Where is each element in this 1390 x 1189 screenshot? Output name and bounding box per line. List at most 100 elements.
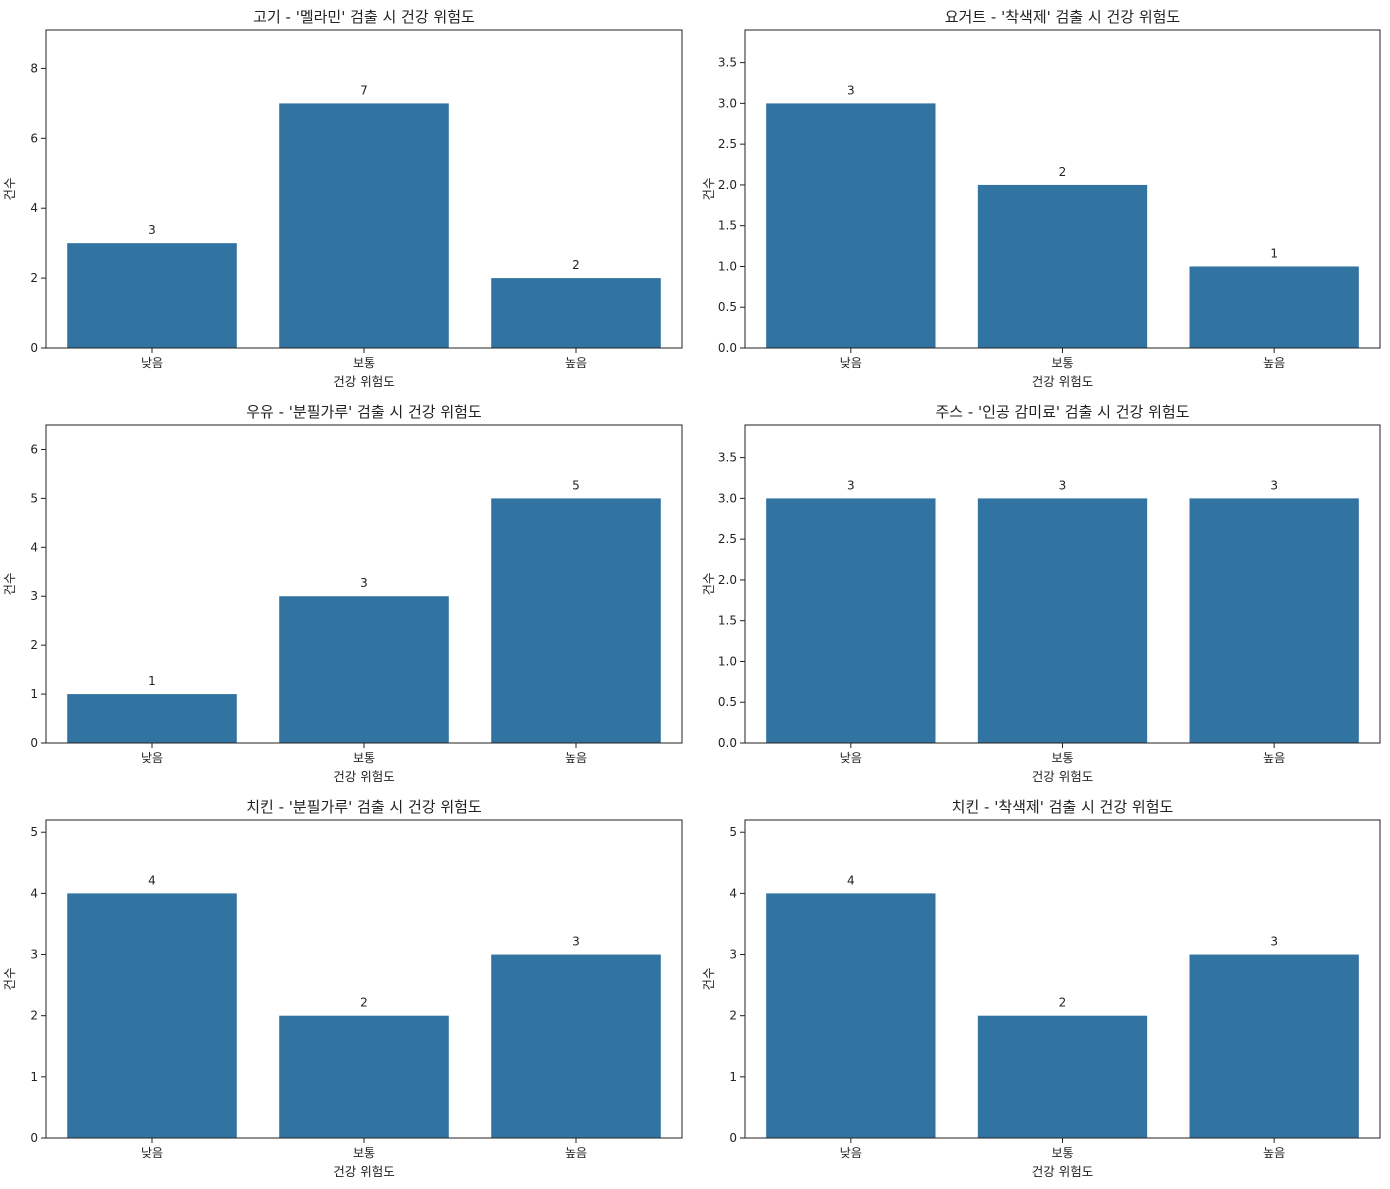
y-tick-label: 3.0 — [718, 491, 737, 505]
chart-panel-1: 고기 - '멜라민' 검출 시 건강 위험도 3 낮음 7 보통 2 높음 0 2 4 6 8 건강 위… — [2, 8, 683, 389]
chart-title: 고기 - '멜라민' 검출 시 건강 위험도 — [253, 8, 475, 26]
y-tick-label: 2.0 — [718, 178, 737, 192]
y-tick-label: 3 — [30, 948, 38, 962]
y-tick-label: 5 — [30, 825, 38, 839]
data-label: 1 — [1270, 246, 1278, 260]
data-label: 3 — [847, 83, 855, 97]
y-tick-label: 3.5 — [718, 56, 737, 70]
x-tick-label: 낮음 — [840, 356, 862, 370]
y-tick-label: 2.5 — [718, 137, 737, 151]
y-tick-label: 5 — [30, 491, 38, 505]
bar-보통 — [977, 184, 1148, 348]
y-tick-label: 4 — [30, 540, 38, 554]
x-axis-label: 건강 위험도 — [333, 1164, 394, 1179]
chart-panel-6: 치킨 - '착색제' 검출 시 건강 위험도 4 낮음 2 보통 3 높음 0 1 2 3 4 5 건강 … — [701, 798, 1381, 1179]
y-tick-label: 0 — [30, 736, 38, 750]
x-tick-label: 보통 — [353, 356, 375, 370]
y-axis-label: 건수 — [701, 572, 716, 595]
y-tick-label: 0 — [30, 1131, 38, 1145]
data-label: 3 — [1270, 478, 1278, 492]
bar-보통 — [279, 1015, 449, 1138]
y-tick-label: 0 — [30, 341, 38, 355]
x-tick-label: 낮음 — [141, 1146, 163, 1160]
x-tick-label: 낮음 — [141, 751, 163, 765]
y-tick-label: 1.0 — [718, 654, 737, 668]
y-tick-label: 3 — [30, 589, 38, 603]
axes-frame — [744, 29, 1381, 349]
data-label: 1 — [148, 674, 156, 688]
y-axis-label: 건수 — [701, 967, 716, 990]
bar-낮음 — [766, 893, 936, 1138]
x-tick-label: 낮음 — [840, 751, 862, 765]
axes-frame — [45, 819, 683, 1139]
chart-title: 우유 - '분필가루' 검출 시 건강 위험도 — [246, 403, 482, 421]
data-label: 3 — [572, 935, 580, 949]
x-tick-label: 높음 — [1263, 751, 1285, 765]
bar-보통 — [279, 596, 449, 743]
x-tick-label: 높음 — [1263, 356, 1285, 370]
y-tick-label: 3 — [729, 948, 737, 962]
data-label: 4 — [847, 873, 855, 887]
y-tick-label: 5 — [729, 825, 737, 839]
y-tick-label: 4 — [729, 886, 737, 900]
data-label: 3 — [148, 223, 156, 237]
x-axis-label: 건강 위험도 — [1032, 1164, 1093, 1179]
chart-panel-4: 주스 - '인공 감미료' 검출 시 건강 위험도 3 낮음 3 보통 3 높음 0.0 0.5… — [701, 403, 1381, 784]
y-tick-label: 3.5 — [718, 451, 737, 465]
y-tick-label: 2.0 — [718, 573, 737, 587]
bar-높음 — [1189, 954, 1359, 1138]
x-tick-label: 보통 — [1051, 1146, 1073, 1160]
bar-낮음 — [766, 103, 936, 348]
y-axis-label: 건수 — [2, 967, 17, 990]
y-tick-label: 1 — [729, 1070, 737, 1084]
data-label: 2 — [1059, 996, 1067, 1010]
y-tick-label: 0 — [729, 1131, 737, 1145]
x-tick-label: 높음 — [1263, 1146, 1285, 1160]
y-tick-label: 4 — [30, 886, 38, 900]
x-tick-label: 보통 — [353, 1146, 375, 1160]
x-tick-label: 높음 — [565, 1146, 587, 1160]
chart-panel-2: 요거트 - '착색제' 검출 시 건강 위험도 3 낮음 2 보통 1 높음 0.0 0.5 1.… — [701, 8, 1381, 389]
x-tick-label: 낮음 — [141, 356, 163, 370]
data-label: 2 — [572, 258, 580, 272]
bar-낮음 — [67, 694, 237, 743]
data-label: 5 — [572, 478, 580, 492]
y-axis-label: 건수 — [2, 572, 17, 595]
y-tick-label: 0.0 — [718, 736, 737, 750]
x-tick-label: 높음 — [565, 751, 587, 765]
y-tick-label: 0.5 — [718, 695, 737, 709]
bar-높음 — [491, 954, 661, 1138]
chart-title: 주스 - '인공 감미료' 검출 시 건강 위험도 — [935, 403, 1189, 421]
chart-panel-5: 치킨 - '분필가루' 검출 시 건강 위험도 4 낮음 2 보통 3 높음 0 1 2 3 4 5 건강… — [2, 798, 683, 1179]
data-label: 3 — [1059, 478, 1067, 492]
y-tick-label: 2 — [729, 1009, 737, 1023]
x-tick-label: 보통 — [1051, 356, 1073, 370]
chart-title: 치킨 - '착색제' 검출 시 건강 위험도 — [952, 798, 1174, 816]
bar-낮음 — [67, 243, 237, 348]
y-tick-label: 1 — [30, 687, 38, 701]
y-tick-label: 1.5 — [718, 219, 737, 233]
x-tick-label: 보통 — [1051, 751, 1073, 765]
chart-title: 요거트 - '착색제' 검출 시 건강 위험도 — [945, 8, 1181, 26]
x-tick-label: 높음 — [565, 356, 587, 370]
axes-frame — [744, 424, 1381, 744]
y-tick-label: 6 — [30, 442, 38, 456]
y-axis-label: 건수 — [701, 177, 716, 200]
y-tick-label: 2 — [30, 1009, 38, 1023]
bar-높음 — [1189, 498, 1359, 743]
y-tick-label: 3.0 — [718, 96, 737, 110]
bar-보통 — [279, 103, 449, 348]
y-tick-label: 0.0 — [718, 341, 737, 355]
y-tick-label: 1 — [30, 1070, 38, 1084]
x-axis-label: 건강 위험도 — [333, 374, 394, 389]
x-axis-label: 건강 위험도 — [1032, 374, 1093, 389]
bar-보통 — [977, 1015, 1148, 1138]
y-tick-label: 8 — [30, 61, 38, 75]
chart-panel-3: 우유 - '분필가루' 검출 시 건강 위험도 1 낮음 3 보통 5 높음 0 1 2 3 4 5 6 건… — [2, 403, 683, 784]
y-tick-label: 1.0 — [718, 259, 737, 273]
bar-높음 — [491, 278, 661, 348]
axes-frame — [45, 424, 683, 744]
x-axis-label: 건강 위험도 — [1032, 769, 1093, 784]
x-tick-label: 낮음 — [840, 1146, 862, 1160]
